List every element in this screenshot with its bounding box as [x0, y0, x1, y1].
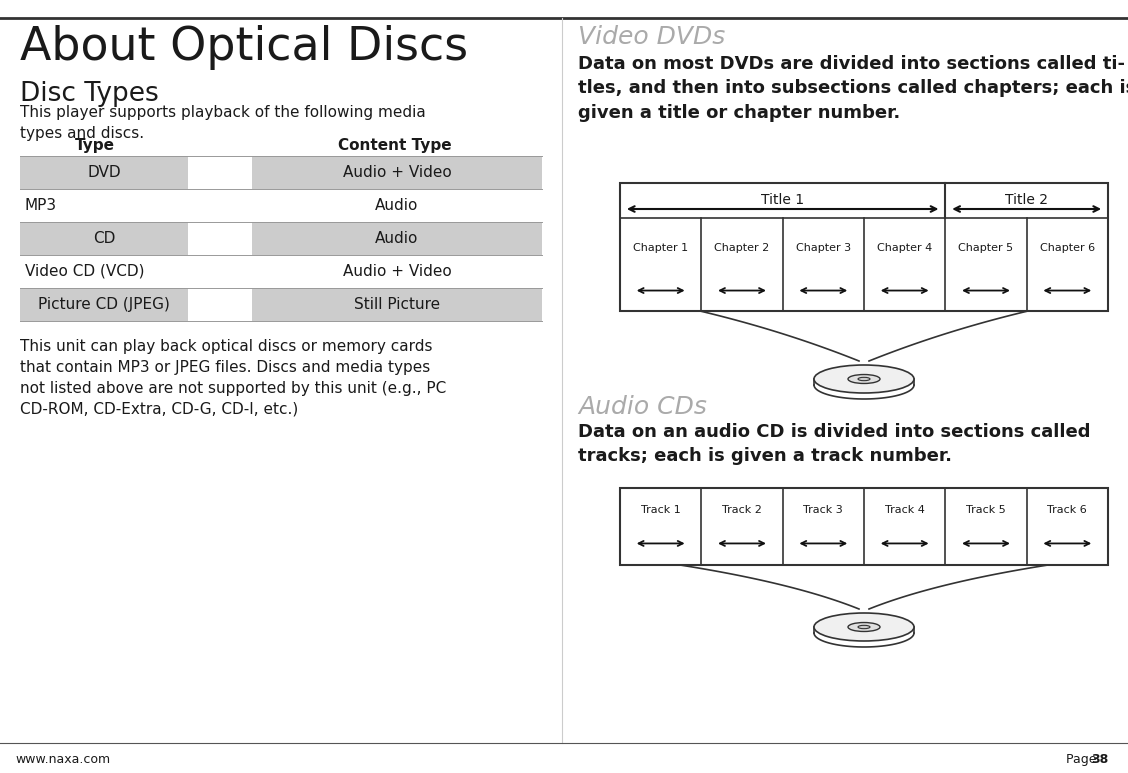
Text: Video DVDs: Video DVDs	[578, 25, 725, 49]
Text: Data on most DVDs are divided into sections called ti-
tles, and then into subse: Data on most DVDs are divided into secti…	[578, 55, 1128, 121]
Text: Track 2: Track 2	[722, 505, 761, 515]
Text: Audio + Video: Audio + Video	[343, 264, 451, 279]
Text: Chapter 5: Chapter 5	[959, 243, 1014, 253]
Ellipse shape	[848, 622, 880, 632]
Text: Chapter 2: Chapter 2	[714, 243, 769, 253]
Text: Audio CDs: Audio CDs	[578, 395, 707, 419]
Text: Content Type: Content Type	[338, 138, 452, 153]
Text: CD: CD	[92, 231, 115, 246]
Text: Track 3: Track 3	[803, 505, 844, 515]
Text: 38: 38	[1091, 753, 1108, 766]
Bar	[20, 156, 188, 189]
Text: Data on an audio CD is divided into sections called
tracks; each is given a trac: Data on an audio CD is divided into sect…	[578, 423, 1091, 465]
Ellipse shape	[814, 365, 914, 393]
Bar	[20, 222, 188, 255]
Text: DVD: DVD	[87, 165, 121, 180]
Text: About Optical Discs: About Optical Discs	[20, 25, 468, 70]
Text: Chapter 4: Chapter 4	[878, 243, 932, 253]
Text: Disc Types: Disc Types	[20, 81, 159, 107]
Text: Page: Page	[1066, 753, 1100, 766]
Bar	[252, 222, 541, 255]
Bar	[252, 156, 541, 189]
Text: This player supports playback of the following media
types and discs.: This player supports playback of the fol…	[20, 105, 425, 141]
Text: Chapter 1: Chapter 1	[633, 243, 688, 253]
Text: Track 5: Track 5	[966, 505, 1006, 515]
Bar	[620, 488, 1108, 565]
Text: Track 6: Track 6	[1048, 505, 1087, 515]
Text: Picture CD (JPEG): Picture CD (JPEG)	[38, 297, 170, 312]
Text: MP3: MP3	[25, 198, 58, 213]
Text: Chapter 6: Chapter 6	[1040, 243, 1095, 253]
Text: Title 1: Title 1	[761, 193, 804, 207]
Text: www.naxa.com: www.naxa.com	[15, 753, 111, 766]
Ellipse shape	[858, 377, 870, 380]
Text: Track 4: Track 4	[884, 505, 925, 515]
Text: Audio: Audio	[376, 231, 418, 246]
Text: Audio: Audio	[376, 198, 418, 213]
Bar	[252, 288, 541, 321]
Text: Still Picture: Still Picture	[354, 297, 440, 312]
Ellipse shape	[858, 625, 870, 628]
Bar	[20, 288, 188, 321]
Ellipse shape	[848, 375, 880, 383]
Text: Chapter 3: Chapter 3	[795, 243, 851, 253]
Text: Type: Type	[74, 138, 115, 153]
Text: Title 2: Title 2	[1005, 193, 1048, 207]
Text: Track 1: Track 1	[641, 505, 680, 515]
Text: This unit can play back optical discs or memory cards
that contain MP3 or JPEG f: This unit can play back optical discs or…	[20, 339, 447, 417]
Text: Video CD (VCD): Video CD (VCD)	[25, 264, 144, 279]
Text: Audio + Video: Audio + Video	[343, 165, 451, 180]
Bar	[620, 183, 1108, 311]
Ellipse shape	[814, 613, 914, 641]
